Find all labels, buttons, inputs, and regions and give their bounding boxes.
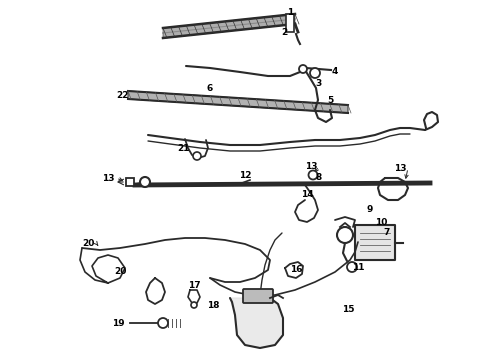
- FancyBboxPatch shape: [286, 14, 294, 32]
- Text: 10: 10: [375, 217, 387, 226]
- Text: 13: 13: [305, 162, 317, 171]
- Text: 8: 8: [316, 172, 322, 181]
- Text: 21: 21: [177, 144, 189, 153]
- Text: 20: 20: [82, 239, 94, 248]
- FancyBboxPatch shape: [243, 289, 273, 303]
- FancyBboxPatch shape: [126, 178, 134, 186]
- Circle shape: [140, 177, 150, 187]
- Text: 13: 13: [394, 163, 406, 172]
- Text: 4: 4: [332, 67, 338, 76]
- Text: 7: 7: [384, 228, 390, 237]
- Circle shape: [347, 262, 357, 272]
- Text: 14: 14: [301, 189, 313, 198]
- Polygon shape: [128, 91, 348, 113]
- Text: 16: 16: [290, 266, 302, 274]
- Circle shape: [299, 65, 307, 73]
- Circle shape: [158, 318, 168, 328]
- Polygon shape: [355, 225, 395, 260]
- Text: 15: 15: [342, 306, 354, 315]
- Text: 17: 17: [188, 280, 200, 289]
- Text: 11: 11: [352, 264, 364, 273]
- Circle shape: [310, 68, 320, 78]
- Circle shape: [337, 227, 353, 243]
- Text: 6: 6: [207, 84, 213, 93]
- Text: 9: 9: [367, 204, 373, 213]
- Text: 22: 22: [116, 90, 128, 99]
- Circle shape: [191, 302, 197, 308]
- Polygon shape: [163, 14, 295, 38]
- Text: 5: 5: [327, 95, 333, 104]
- Text: 1: 1: [287, 8, 293, 17]
- Text: 13: 13: [102, 174, 114, 183]
- Text: 12: 12: [239, 171, 251, 180]
- Text: 3: 3: [315, 78, 321, 87]
- Text: 2: 2: [281, 27, 287, 36]
- Circle shape: [309, 171, 318, 180]
- Polygon shape: [230, 298, 283, 348]
- Circle shape: [193, 152, 201, 160]
- Text: 19: 19: [112, 319, 124, 328]
- Text: 20: 20: [114, 267, 126, 276]
- Text: 18: 18: [207, 301, 219, 310]
